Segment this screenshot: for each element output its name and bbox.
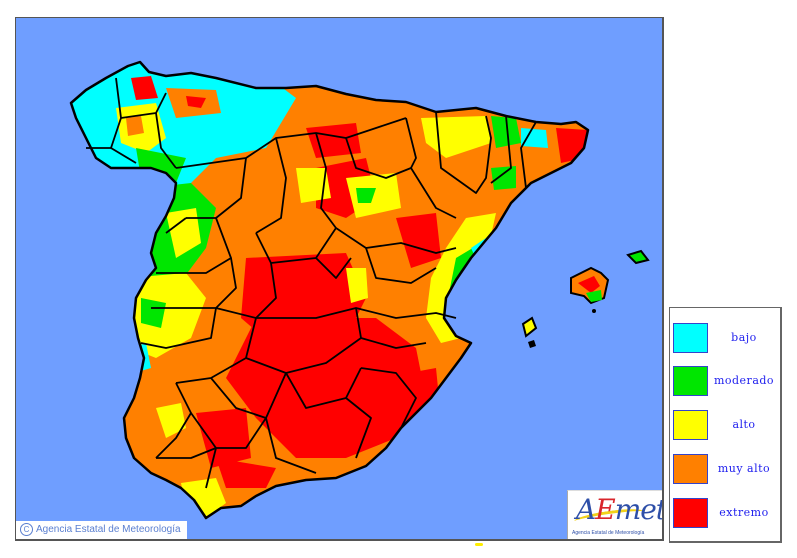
credit-text: Agencia Estatal de Meteorología: [36, 524, 181, 535]
province-borders: [86, 77, 537, 489]
artifact-mark: [475, 543, 483, 546]
legend-item-bajo: bajo: [673, 323, 779, 355]
legend-item-muy-alto: muy alto: [673, 454, 779, 486]
legend-item-alto: alto: [673, 410, 779, 442]
legend-label: muy alto: [717, 462, 771, 475]
island-menorca: [626, 249, 650, 265]
legend-item-moderado: moderado: [673, 366, 779, 398]
legend-swatch: [673, 498, 708, 528]
logo-subtitle: Agencia Estatal de Meteorología: [572, 530, 645, 536]
legend-swatch: [673, 323, 708, 353]
island-formentera: [528, 340, 536, 348]
peninsula-risk-layer: [71, 62, 588, 518]
legend: bajo moderado alto muy alto extremo: [669, 307, 782, 543]
legend-label: moderado: [713, 374, 775, 387]
legend-label: alto: [732, 418, 756, 431]
legend-swatch: [673, 366, 708, 396]
legend-item-extremo: extremo: [673, 498, 779, 530]
spain-map-svg: [69, 60, 650, 520]
legend-swatch: [673, 410, 708, 440]
risk-map: C Agencia Estatal de Meteorología AEmet …: [15, 17, 664, 541]
aemet-logo: AEmet Agencia Estatal de Meteorología: [567, 490, 662, 539]
logo-wordmark: AEmet: [576, 493, 664, 526]
coastline: [69, 60, 590, 520]
copyright-icon: C: [20, 523, 33, 536]
legend-label: extremo: [719, 506, 769, 519]
island-cabrera: [592, 309, 596, 313]
island-ibiza: [521, 316, 538, 338]
legend-swatch: [673, 454, 708, 484]
credit-label: C Agencia Estatal de Meteorología: [16, 521, 187, 539]
legend-label: bajo: [731, 331, 757, 344]
